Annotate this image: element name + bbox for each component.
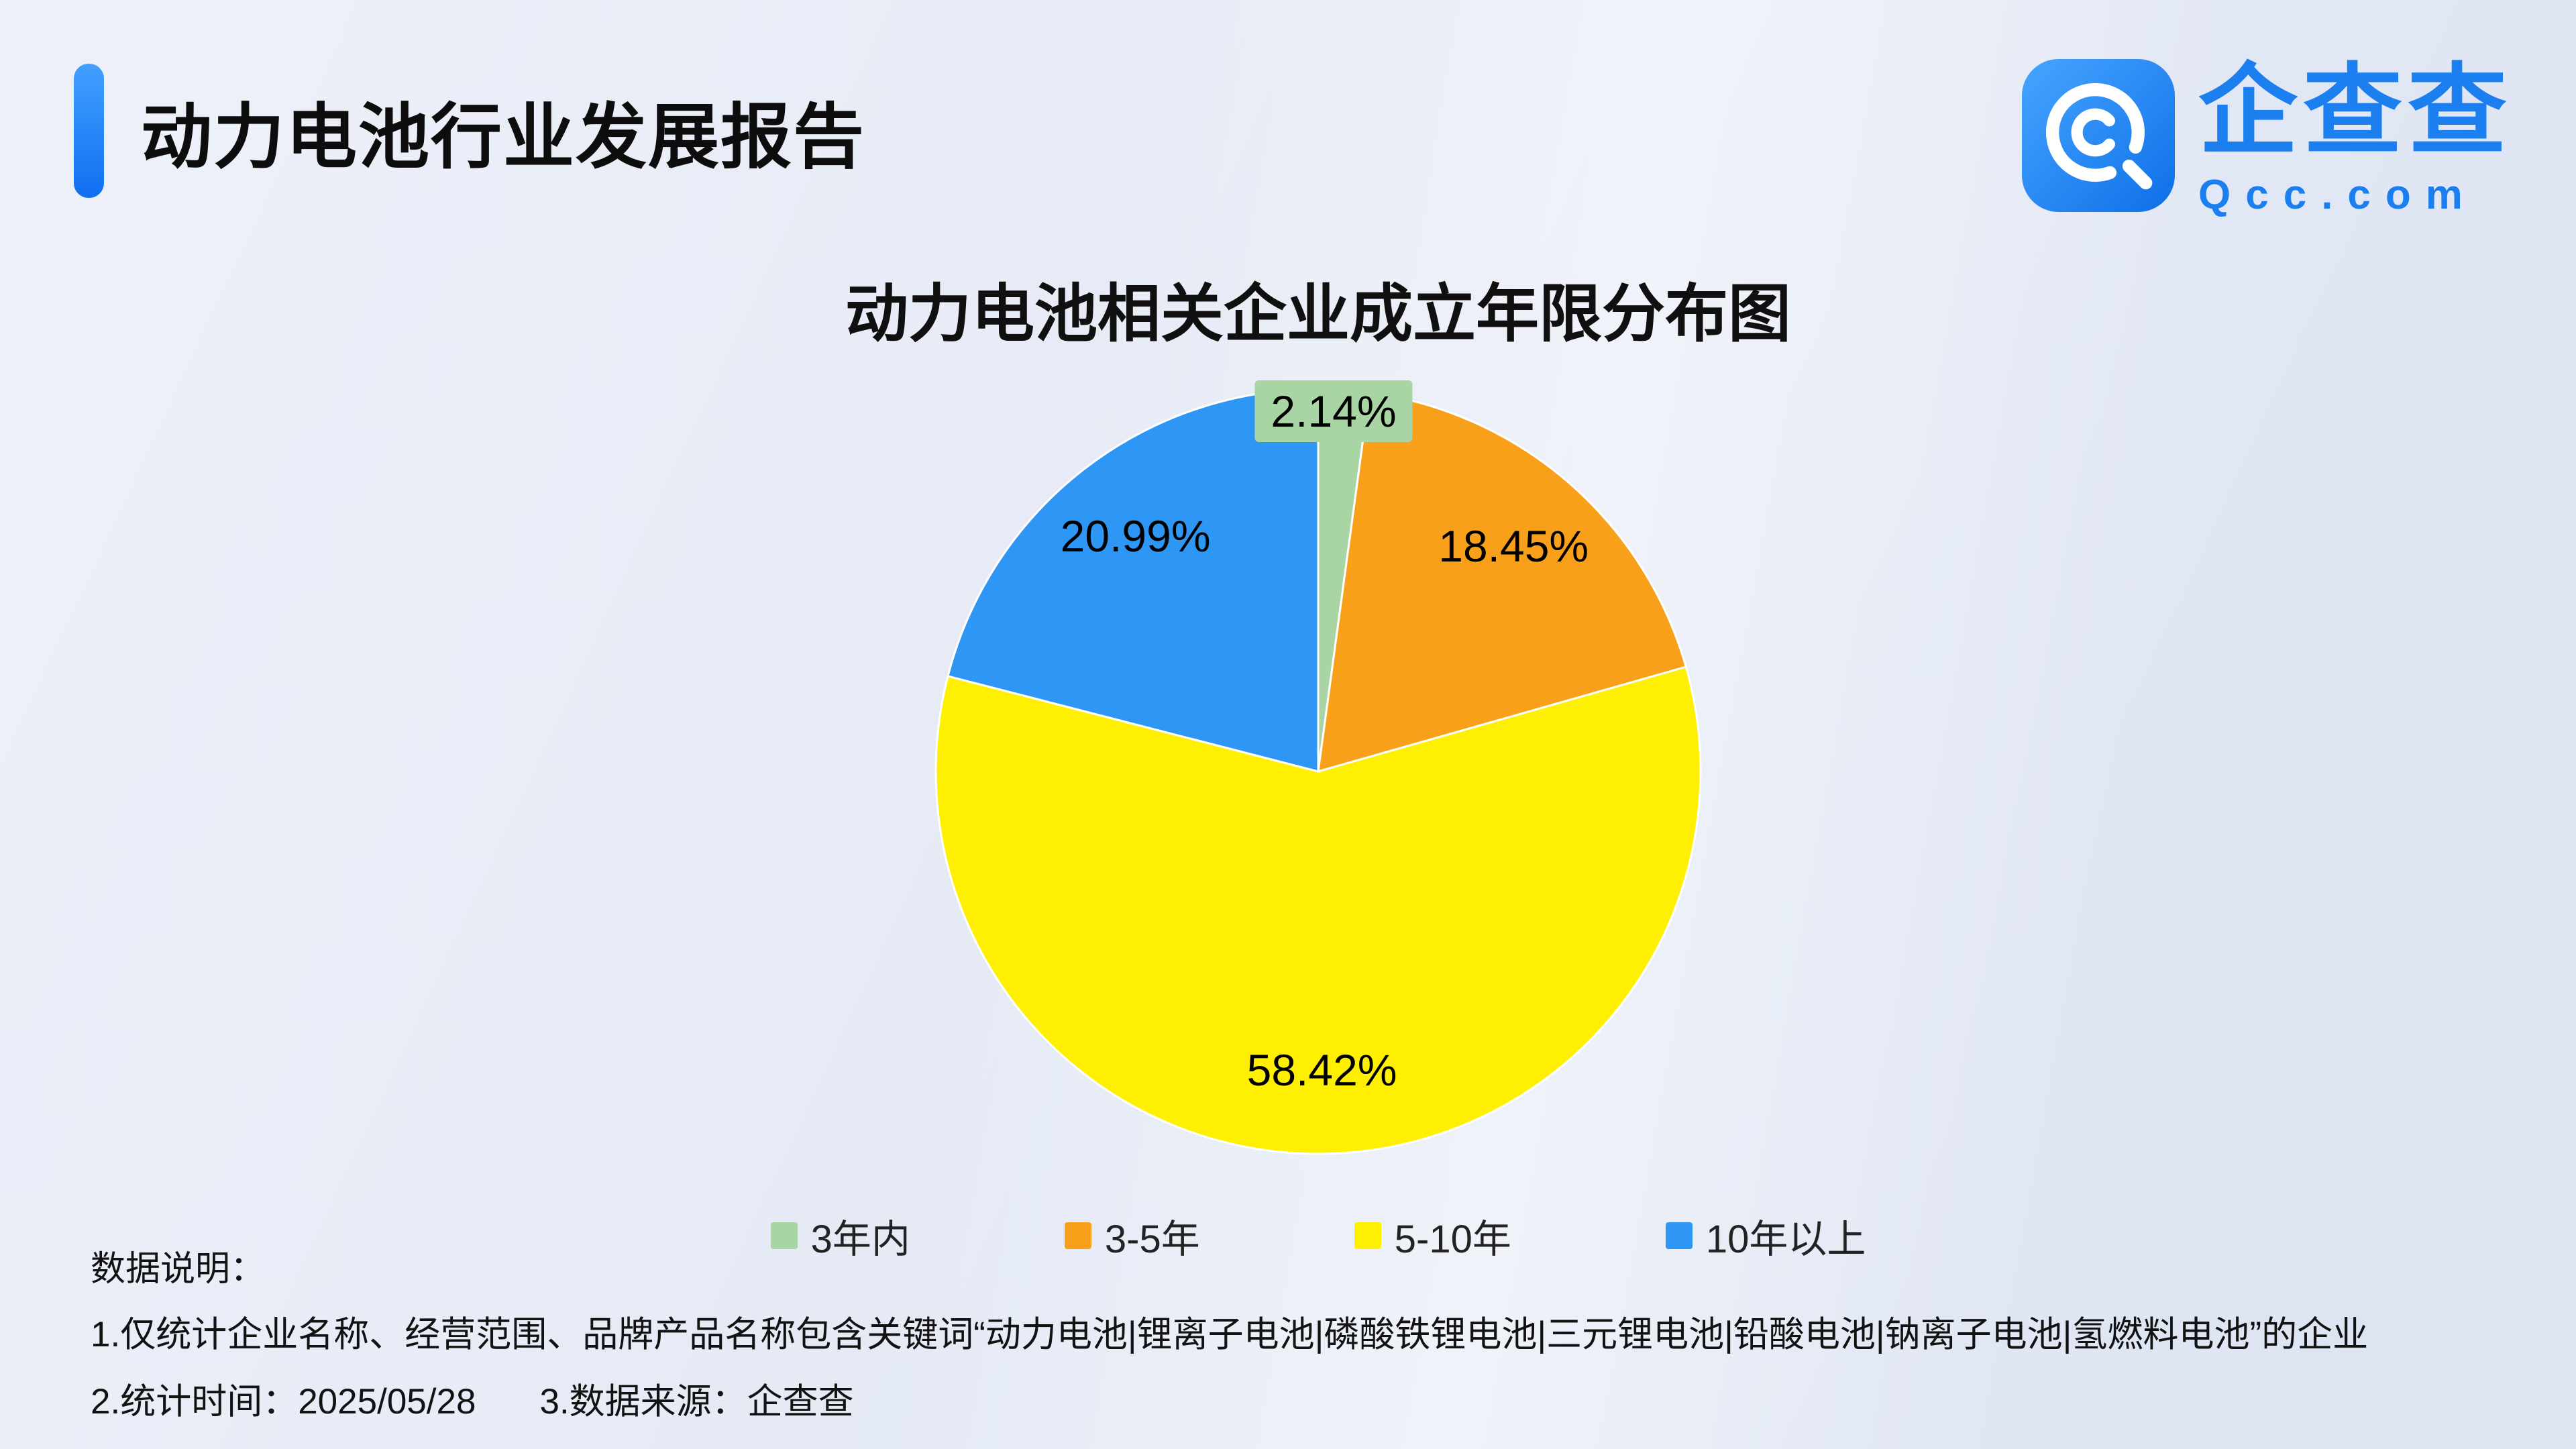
legend-item-under-3-years[interactable]: 3年内 [770, 1208, 910, 1264]
legend-swatch-over-10-years [1665, 1222, 1693, 1249]
footer-note-1: 1.仅统计企业名称、经营范围、品牌产品名称包含关键词“动力电池|锂离子电池|磷酸… [91, 1315, 2369, 1354]
legend-label-over-10-years: 10年以上 [1705, 1218, 1866, 1261]
footer-note-source: 3.数据来源：企查查 [539, 1382, 854, 1421]
legend-item-over-10-years[interactable]: 10年以上 [1665, 1208, 1866, 1264]
pie-chart [934, 388, 1702, 1155]
legend: 3年内 3-5年 5-10年 10年以上 [647, 1208, 1989, 1264]
logo-domain: Qcc.com [2198, 172, 2477, 219]
pie-slice-5-10-years[interactable] [934, 665, 1702, 1155]
legend-item-3-5-years[interactable]: 3-5年 [1064, 1208, 1200, 1264]
header: 动力电池行业发展报告 [74, 64, 865, 198]
logo-name: 企查查 [2198, 56, 2512, 166]
slice-label-5-10-years: 58.42% [1246, 1044, 1397, 1095]
pie-slice-over-10-years[interactable] [947, 388, 1320, 773]
legend-swatch-5-10-years [1354, 1222, 1381, 1249]
slice-label-under-3-years: 2.14% [1254, 380, 1413, 443]
footer-heading: 数据说明： [91, 1250, 266, 1289]
legend-label-5-10-years: 5-10年 [1394, 1218, 1511, 1261]
slice-label-3-5-years: 18.45% [1438, 521, 1589, 572]
qcc-logo-icon [2022, 59, 2175, 212]
slice-label-over-10-years: 20.99% [1060, 511, 1211, 561]
legend-label-under-3-years: 3年内 [810, 1218, 910, 1261]
legend-swatch-3-5-years [1064, 1222, 1091, 1249]
page-title: 动力电池行业发展报告 [141, 98, 865, 177]
qcc-logo: 企查查 Qcc.com [2022, 59, 2512, 219]
footer-notes: 数据说明： 1.仅统计企业名称、经营范围、品牌产品名称包含关键词“动力电池|锂离… [91, 1238, 2368, 1436]
footer-note-time: 2.统计时间：2025/05/28 [91, 1382, 476, 1421]
pie-slice-3-5-years[interactable] [1317, 391, 1688, 773]
legend-item-5-10-years[interactable]: 5-10年 [1354, 1208, 1511, 1264]
chart-title: 动力电池相关企业成立年限分布图 [845, 278, 1791, 349]
legend-swatch-under-3-years [770, 1222, 798, 1249]
title-accent-bar [74, 64, 104, 198]
logo-text: 企查查 Qcc.com [2198, 59, 2512, 219]
legend-label-3-5-years: 3-5年 [1104, 1218, 1200, 1261]
footer-note-2: 2.统计时间：2025/05/28 3.数据来源：企查查 [91, 1368, 2368, 1436]
